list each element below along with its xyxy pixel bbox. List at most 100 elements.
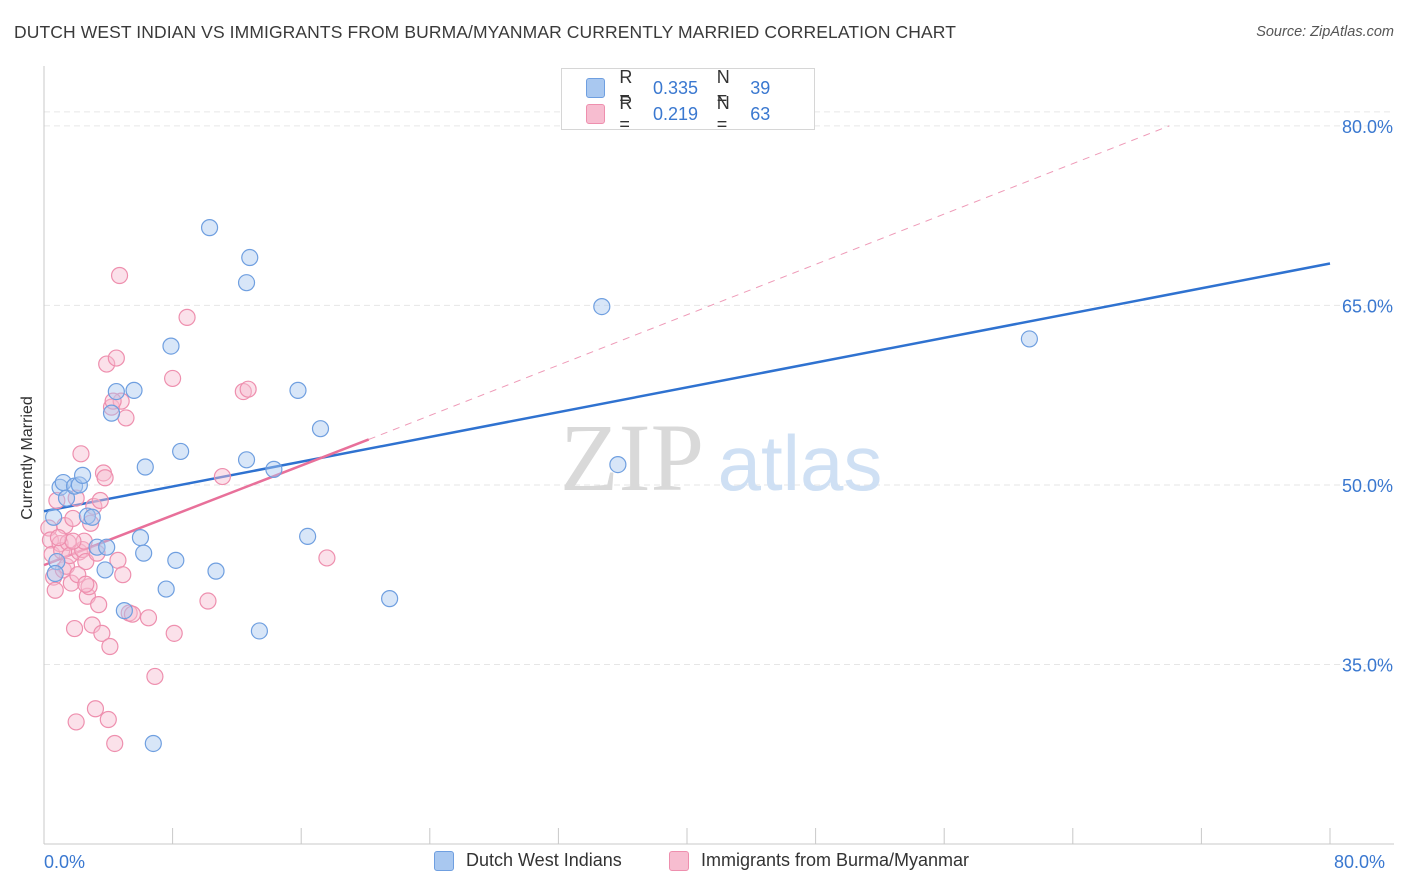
legend-item-dutch[interactable]: Dutch West Indians — [434, 850, 622, 871]
legend-item-burma[interactable]: Immigrants from Burma/Myanmar — [669, 850, 969, 871]
point-dutch-west-indian — [70, 476, 88, 494]
point-dutch-west-indian — [51, 478, 69, 496]
point-dutch-west-indian — [73, 466, 92, 484]
chart-title: DUTCH WEST INDIAN VS IMMIGRANTS FROM BUR… — [14, 22, 956, 42]
r-value: 0.335 — [652, 77, 698, 98]
n-label: N = — [716, 93, 730, 134]
point-burma-myanmar — [234, 382, 252, 401]
point-burma-myanmar — [70, 543, 88, 561]
y-tick-label: 50.0% — [1342, 476, 1393, 496]
point-burma-myanmar — [49, 528, 68, 547]
point-dutch-west-indian — [135, 544, 153, 562]
trend-lines — [43, 125, 1331, 567]
point-burma-myanmar — [102, 398, 121, 416]
point-burma-myanmar — [85, 497, 103, 516]
point-dutch-west-indian — [1020, 330, 1038, 348]
y-tick-label: 65.0% — [1342, 296, 1393, 316]
y-tick-label: 35.0% — [1342, 655, 1393, 675]
point-burma-myanmar — [86, 700, 105, 718]
point-burma-myanmar — [88, 544, 106, 562]
point-dutch-west-indian — [125, 381, 143, 399]
point-dutch-west-indian — [46, 564, 64, 583]
point-dutch-west-indian — [250, 622, 269, 640]
point-burma-myanmar — [239, 380, 257, 398]
r-label: R = — [619, 67, 633, 108]
point-burma-myanmar — [65, 619, 84, 638]
point-dutch-west-indian — [207, 562, 225, 580]
point-burma-myanmar — [72, 445, 90, 463]
point-dutch-west-indian — [593, 298, 611, 316]
point-burma-myanmar — [107, 349, 125, 367]
point-dutch-west-indian — [237, 274, 256, 292]
n-label: N = — [716, 67, 730, 108]
y-tick-labels: 35.0% 50.0% 65.0% 80.0% — [1342, 117, 1393, 676]
point-burma-myanmar — [64, 509, 82, 528]
point-dutch-west-indian — [131, 528, 150, 547]
stats-legend: R = 0.335 N = 39 R = 0.219 N = 63 — [561, 67, 815, 134]
point-dutch-west-indian — [88, 538, 106, 556]
watermark-atlas: atlas — [718, 419, 883, 507]
point-dutch-west-indian — [157, 580, 175, 598]
point-dutch-west-indian — [311, 420, 330, 438]
point-dutch-west-indian — [136, 458, 154, 476]
point-burma-myanmar — [93, 624, 111, 642]
series-legend: Dutch West Indians Immigrants from Burma… — [0, 850, 1406, 878]
point-burma-myanmar — [80, 578, 98, 596]
point-dutch-west-indian — [144, 734, 162, 753]
point-dutch-west-indian — [57, 489, 76, 507]
trend-line-burma-dashed — [368, 125, 1170, 440]
point-dutch-west-indian — [237, 451, 256, 469]
point-dutch-west-indian — [45, 508, 63, 526]
source-label: Source: ZipAtlas.com — [1256, 24, 1394, 40]
x-axis-max-label: 80.0% — [1334, 852, 1386, 872]
point-dutch-west-indian — [102, 404, 121, 422]
point-dutch-west-indian — [162, 337, 180, 355]
pink-swatch — [586, 104, 606, 124]
point-dutch-west-indian — [265, 460, 283, 478]
point-burma-myanmar — [99, 710, 117, 729]
point-burma-myanmar — [199, 592, 217, 610]
axes — [43, 66, 1394, 845]
point-dutch-west-indian — [299, 527, 317, 546]
point-burma-myanmar — [164, 369, 182, 388]
y-tick-label: 80.0% — [1342, 117, 1393, 137]
legend-label: Dutch West Indians — [466, 850, 622, 870]
point-burma-myanmar — [213, 467, 232, 486]
point-burma-myanmar — [139, 609, 158, 627]
point-burma-myanmar — [146, 667, 164, 686]
point-burma-myanmar — [106, 734, 124, 753]
r-value: 0.219 — [652, 103, 698, 124]
x-axis-min-label: 0.0% — [44, 852, 86, 872]
point-burma-myanmar — [178, 308, 196, 326]
r-label: R = — [619, 93, 633, 134]
data-points — [40, 219, 1038, 753]
point-burma-myanmar — [98, 355, 116, 373]
point-burma-myanmar — [165, 624, 183, 642]
pink-swatch — [669, 850, 689, 871]
n-value: 63 — [750, 103, 771, 124]
point-dutch-west-indian — [98, 538, 116, 556]
blue-swatch — [586, 78, 606, 98]
trend-line-burma-solid — [43, 438, 370, 567]
watermark-zip: ZIP — [560, 404, 704, 511]
point-burma-myanmar — [67, 713, 85, 731]
blue-swatch — [434, 850, 454, 871]
point-burma-myanmar — [117, 409, 135, 427]
point-burma-myanmar — [77, 575, 95, 593]
point-dutch-west-indian — [115, 602, 133, 620]
point-dutch-west-indian — [381, 590, 399, 608]
watermark: ZIP atlas — [560, 404, 882, 511]
point-dutch-west-indian — [96, 561, 114, 579]
point-burma-myanmar — [90, 596, 108, 614]
point-burma-myanmar — [91, 491, 109, 510]
point-dutch-west-indian — [172, 442, 190, 461]
n-value: 39 — [750, 77, 771, 98]
point-burma-myanmar — [96, 469, 114, 487]
point-burma-myanmar — [318, 549, 336, 567]
point-dutch-west-indian — [289, 381, 307, 399]
point-dutch-west-indian — [83, 508, 101, 526]
point-dutch-west-indian — [200, 219, 219, 237]
trend-line-dutch-solid — [43, 262, 1331, 513]
stats-row-burma: R = 0.219 N = 63 — [586, 93, 814, 134]
